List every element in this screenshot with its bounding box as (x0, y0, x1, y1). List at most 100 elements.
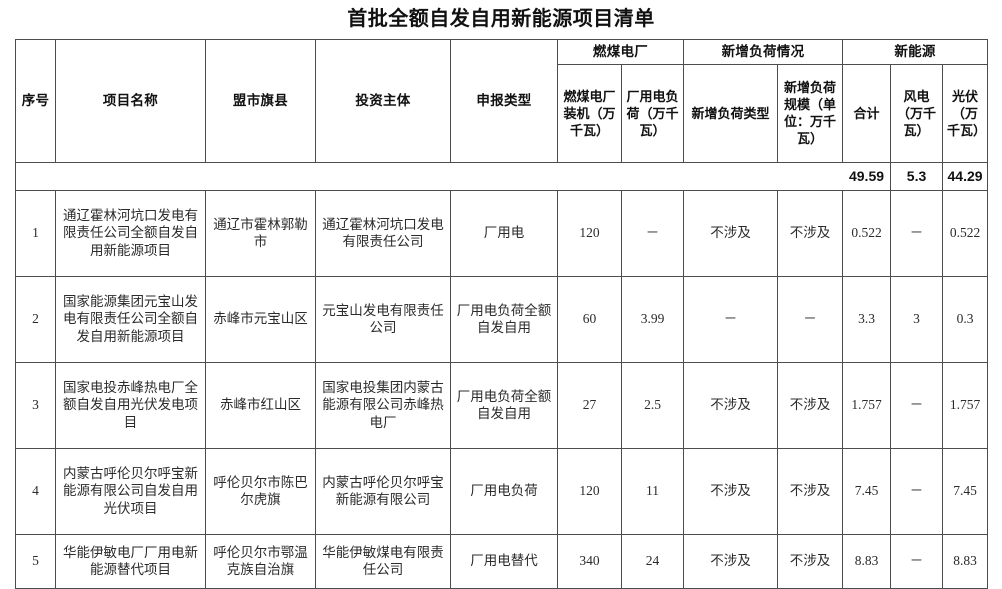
cell-total: 1.757 (842, 361, 892, 449)
page-title: 首批全额自发自用新能源项目清单 (347, 8, 655, 30)
cell-project-name: 国家能源集团元宝山发电有限责任公司全额自发自用新能源项目 (55, 275, 206, 363)
table-row[interactable]: 2 国家能源集团元宝山发电有限责任公司全额自发自用新能源项目 赤峰市元宝山区 元… (15, 275, 989, 363)
table-body: 49.59 5.3 44.29 1 通辽霍林河坑口发电有限责任公司全额自发自用新… (15, 161, 989, 589)
cell-seq: 5 (15, 533, 56, 589)
col-header-solar: 光伏（万千瓦） (942, 63, 989, 163)
totals-blank-investor (315, 161, 451, 191)
table-container: 序号 项目名称 盟市旗县 投资主体 申报类型 燃煤电厂 新增负荷情况 新能源 燃… (0, 39, 1002, 589)
cell-new-load-type: － (683, 275, 779, 363)
cell-new-load-scale: － (777, 275, 844, 363)
totals-blank-declare-type (450, 161, 558, 191)
cell-new-load-scale: 不涉及 (777, 533, 844, 589)
cell-total: 3.3 (842, 275, 892, 363)
cell-project-name: 华能伊敏电厂厂用电新能源替代项目 (55, 533, 206, 589)
group-header-row: 序号 项目名称 盟市旗县 投资主体 申报类型 燃煤电厂 新增负荷情况 新能源 (15, 39, 989, 163)
cell-solar: 0.3 (942, 275, 989, 363)
cell-new-load-type: 不涉及 (683, 189, 779, 277)
cell-plant-load: － (620, 189, 685, 277)
cell-seq: 1 (15, 189, 56, 277)
totals-blank-new-load-type (683, 161, 778, 191)
cell-seq: 3 (15, 361, 56, 449)
cell-wind: － (890, 189, 944, 277)
cell-new-load-type: 不涉及 (683, 533, 779, 589)
cell-region: 呼伦贝尔市鄂温克族自治旗 (205, 533, 316, 589)
cell-wind: － (890, 361, 944, 449)
cell-coal-capacity: 340 (557, 533, 622, 589)
col-header-total: 合计 (842, 63, 892, 163)
totals-blank-project-name (55, 161, 206, 191)
totals-blank-new-load-scale (777, 161, 843, 191)
totals-value-wind: 5.3 (890, 161, 944, 191)
cell-solar: 8.83 (942, 533, 989, 589)
totals-blank-coal-capacity (557, 161, 622, 191)
totals-row: 49.59 5.3 44.29 (15, 161, 989, 191)
totals-value-total: 49.59 (842, 161, 892, 191)
totals-value-solar: 44.29 (942, 161, 989, 191)
cell-declare-type: 厂用电负荷全额自发自用 (450, 275, 558, 363)
cell-project-name: 内蒙古呼伦贝尔呼宝新能源有限公司自发自用光伏项目 (55, 447, 206, 535)
cell-declare-type: 厂用电负荷 (450, 447, 558, 535)
document-page: 首批全额自发自用新能源项目清单 序号 项目名称 (15, 8, 989, 589)
cell-total: 0.522 (842, 189, 892, 277)
table-row[interactable]: 3 国家电投赤峰热电厂全额自发自用光伏发电项目 赤峰市红山区 国家电投集团内蒙古… (15, 361, 989, 449)
cell-region: 呼伦贝尔市陈巴尔虎旗 (205, 447, 316, 535)
totals-blank-region (205, 161, 316, 191)
cell-coal-capacity: 120 (557, 447, 622, 535)
cell-declare-type: 厂用电替代 (450, 533, 558, 589)
cell-new-load-scale: 不涉及 (777, 189, 844, 277)
cell-total: 8.83 (842, 533, 892, 589)
project-list-table: 序号 项目名称 盟市旗县 投资主体 申报类型 燃煤电厂 新增负荷情况 新能源 燃… (15, 39, 989, 589)
cell-declare-type: 厂用电 (450, 189, 558, 277)
totals-blank-plant-load (621, 161, 684, 191)
cell-solar: 0.522 (942, 189, 989, 277)
col-header-coal-capacity: 燃煤电厂装机（万千瓦） (557, 63, 622, 163)
cell-region: 赤峰市红山区 (205, 361, 316, 449)
table-head: 序号 项目名称 盟市旗县 投资主体 申报类型 燃煤电厂 新增负荷情况 新能源 燃… (15, 39, 989, 163)
col-header-new-load-scale: 新增负荷规模（单位：万千瓦） (777, 63, 844, 163)
table-row[interactable]: 1 通辽霍林河坑口发电有限责任公司全额自发自用新能源项目 通辽市霍林郭勒市 通辽… (15, 189, 989, 277)
cell-wind: － (890, 447, 944, 535)
cell-plant-load: 24 (620, 533, 685, 589)
totals-blank-seq (15, 161, 56, 191)
cell-new-load-scale: 不涉及 (777, 447, 844, 535)
cell-investor: 华能伊敏煤电有限责任公司 (315, 533, 451, 589)
cell-coal-capacity: 27 (557, 361, 622, 449)
group-header-new-energy: 新能源 (842, 39, 989, 65)
cell-investor: 通辽霍林河坑口发电有限责任公司 (315, 189, 451, 277)
col-header-wind: 风电（万千瓦） (890, 63, 944, 163)
cell-investor: 元宝山发电有限责任公司 (315, 275, 451, 363)
cell-solar: 1.757 (942, 361, 989, 449)
cell-declare-type: 厂用电负荷全额自发自用 (450, 361, 558, 449)
col-header-seq: 序号 (15, 39, 56, 163)
cell-plant-load: 11 (620, 447, 685, 535)
table-row[interactable]: 5 华能伊敏电厂厂用电新能源替代项目 呼伦贝尔市鄂温克族自治旗 华能伊敏煤电有限… (15, 533, 989, 589)
cell-new-load-type: 不涉及 (683, 447, 779, 535)
cell-project-name: 国家电投赤峰热电厂全额自发自用光伏发电项目 (55, 361, 206, 449)
cell-seq: 2 (15, 275, 56, 363)
sub-header-row: 燃煤电厂装机（万千瓦） 厂用电负荷（万千瓦） 新增负荷类型 新增负荷规模（单位：… (16, 63, 989, 163)
cell-project-name: 通辽霍林河坑口发电有限责任公司全额自发自用新能源项目 (55, 189, 206, 277)
cell-new-load-scale: 不涉及 (777, 361, 844, 449)
cell-plant-load: 2.5 (620, 361, 685, 449)
cell-seq: 4 (15, 447, 56, 535)
group-header-new-load: 新增负荷情况 (683, 39, 844, 65)
cell-investor: 内蒙古呼伦贝尔呼宝新能源有限公司 (315, 447, 451, 535)
cell-region: 赤峰市元宝山区 (205, 275, 316, 363)
col-header-project-name: 项目名称 (55, 39, 206, 163)
cell-investor: 国家电投集团内蒙古能源有限公司赤峰热电厂 (315, 361, 451, 449)
cell-plant-load: 3.99 (620, 275, 685, 363)
group-header-coal-plant: 燃煤电厂 (556, 39, 685, 65)
cell-total: 7.45 (842, 447, 892, 535)
cell-coal-capacity: 120 (557, 189, 622, 277)
cell-coal-capacity: 60 (557, 275, 622, 363)
cell-region: 通辽市霍林郭勒市 (205, 189, 316, 277)
table-row[interactable]: 4 内蒙古呼伦贝尔呼宝新能源有限公司自发自用光伏项目 呼伦贝尔市陈巴尔虎旗 内蒙… (15, 447, 989, 535)
cell-new-load-type: 不涉及 (683, 361, 779, 449)
col-header-region: 盟市旗县 (205, 39, 316, 163)
cell-solar: 7.45 (942, 447, 989, 535)
cell-wind: － (890, 533, 944, 589)
col-header-investor: 投资主体 (315, 39, 451, 163)
cell-wind: 3 (890, 275, 944, 363)
col-header-plant-load: 厂用电负荷（万千瓦） (620, 63, 685, 163)
col-header-declare-type: 申报类型 (450, 39, 558, 163)
